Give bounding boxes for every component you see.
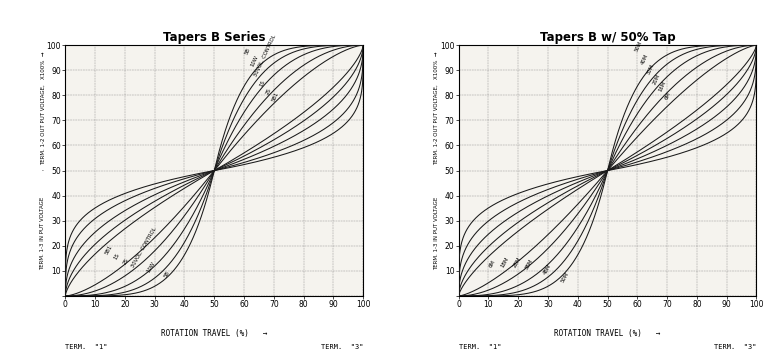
Text: TERM. 1-2 OUT PUT VOLTAGE,   X100%  →: TERM. 1-2 OUT PUT VOLTAGE, X100% → bbox=[434, 51, 439, 165]
Text: 10W: 10W bbox=[250, 55, 260, 68]
Text: 50M: 50M bbox=[634, 40, 644, 53]
Text: 1S: 1S bbox=[113, 253, 121, 261]
Text: 30VOL. CONTROL: 30VOL. CONTROL bbox=[253, 34, 276, 78]
Text: 3BM: 3BM bbox=[524, 258, 534, 271]
Text: 50M: 50M bbox=[560, 271, 570, 283]
Text: 4BM: 4BM bbox=[542, 264, 552, 276]
Text: 30M: 30M bbox=[646, 63, 655, 75]
Text: 2S: 2S bbox=[265, 87, 273, 95]
Title: Tapers B w/ 50% Tap: Tapers B w/ 50% Tap bbox=[540, 31, 675, 44]
Text: 6M: 6M bbox=[664, 91, 672, 100]
Text: 2BM: 2BM bbox=[512, 256, 522, 269]
Text: 10W: 10W bbox=[146, 261, 156, 273]
Text: 1BM: 1BM bbox=[500, 256, 511, 269]
Text: 5B: 5B bbox=[244, 47, 252, 55]
Text: TERM.  "1": TERM. "1" bbox=[458, 344, 501, 350]
Text: ROTATION TRAVEL (%)   →: ROTATION TRAVEL (%) → bbox=[554, 329, 660, 338]
Text: 16M: 16M bbox=[658, 81, 667, 93]
Text: TERM.  "3": TERM. "3" bbox=[321, 344, 363, 350]
Text: 6M: 6M bbox=[488, 259, 497, 269]
Text: TERM. 1-3 IN PUT VOLTAGE: TERM. 1-3 IN PUT VOLTAGE bbox=[434, 197, 439, 270]
Text: 40M: 40M bbox=[641, 53, 650, 65]
Text: 2S: 2S bbox=[122, 257, 130, 266]
Text: TERM.  "1": TERM. "1" bbox=[65, 344, 108, 350]
Title: Tapers B Series: Tapers B Series bbox=[163, 31, 266, 44]
Text: 5B: 5B bbox=[164, 270, 171, 278]
Text: TERM.  "3": TERM. "3" bbox=[714, 344, 756, 350]
Text: 1S: 1S bbox=[259, 79, 266, 88]
Text: 20M: 20M bbox=[652, 73, 661, 85]
Text: 5B1: 5B1 bbox=[104, 244, 114, 256]
Text: TERM. 1-3 IN PUT VOLTAGE: TERM. 1-3 IN PUT VOLTAGE bbox=[41, 197, 45, 270]
Text: 5B1: 5B1 bbox=[271, 91, 280, 103]
Text: TERM. 1-2 OUT PUT VOLTAGE,   X100%  →: TERM. 1-2 OUT PUT VOLTAGE, X100% → bbox=[41, 51, 45, 165]
Text: ROTATION TRAVEL (%)   →: ROTATION TRAVEL (%) → bbox=[161, 329, 267, 338]
Text: 30VOL. CONTROL: 30VOL. CONTROL bbox=[131, 226, 158, 269]
